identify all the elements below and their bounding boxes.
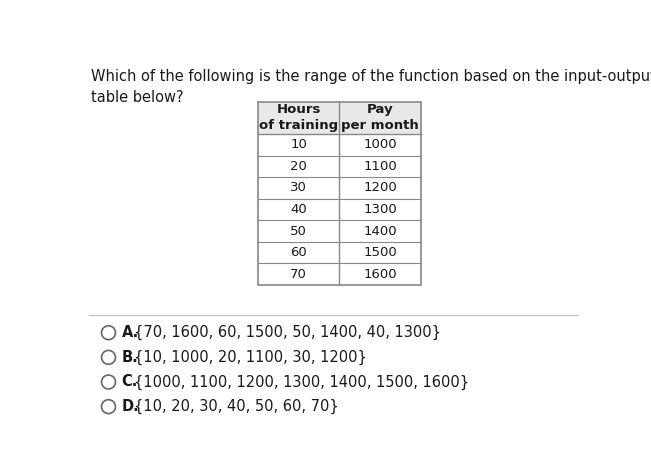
Text: {10, 1000, 20, 1100, 30, 1200}: {10, 1000, 20, 1100, 30, 1200} xyxy=(134,350,367,365)
Text: 1300: 1300 xyxy=(363,203,397,216)
Text: 50: 50 xyxy=(290,225,307,238)
Text: B.: B. xyxy=(122,350,139,365)
Text: 1600: 1600 xyxy=(363,268,397,280)
Bar xyxy=(258,102,421,134)
Text: 1100: 1100 xyxy=(363,160,397,173)
Text: 30: 30 xyxy=(290,182,307,195)
Text: {10, 20, 30, 40, 50, 60, 70}: {10, 20, 30, 40, 50, 60, 70} xyxy=(134,399,339,414)
Text: 1400: 1400 xyxy=(363,225,397,238)
Text: 40: 40 xyxy=(290,203,307,216)
Text: Which of the following is the range of the function based on the input-output
ta: Which of the following is the range of t… xyxy=(90,69,651,106)
Text: {1000, 1100, 1200, 1300, 1400, 1500, 1600}: {1000, 1100, 1200, 1300, 1400, 1500, 160… xyxy=(134,374,469,390)
Text: {70, 1600, 60, 1500, 50, 1400, 40, 1300}: {70, 1600, 60, 1500, 50, 1400, 40, 1300} xyxy=(134,325,441,340)
Text: 10: 10 xyxy=(290,138,307,151)
Text: 1000: 1000 xyxy=(363,138,397,151)
Text: Pay
per month: Pay per month xyxy=(341,103,419,132)
Text: A.: A. xyxy=(122,325,139,340)
Text: 1200: 1200 xyxy=(363,182,397,195)
Text: 60: 60 xyxy=(290,246,307,259)
Circle shape xyxy=(102,350,115,364)
Circle shape xyxy=(102,400,115,414)
Circle shape xyxy=(102,326,115,340)
Text: D.: D. xyxy=(122,399,139,414)
Bar xyxy=(258,102,421,285)
Text: 1500: 1500 xyxy=(363,246,397,259)
Text: C.: C. xyxy=(122,374,138,389)
Text: 20: 20 xyxy=(290,160,307,173)
Text: Hours
of training: Hours of training xyxy=(259,103,339,132)
Text: 70: 70 xyxy=(290,268,307,280)
Circle shape xyxy=(102,375,115,389)
